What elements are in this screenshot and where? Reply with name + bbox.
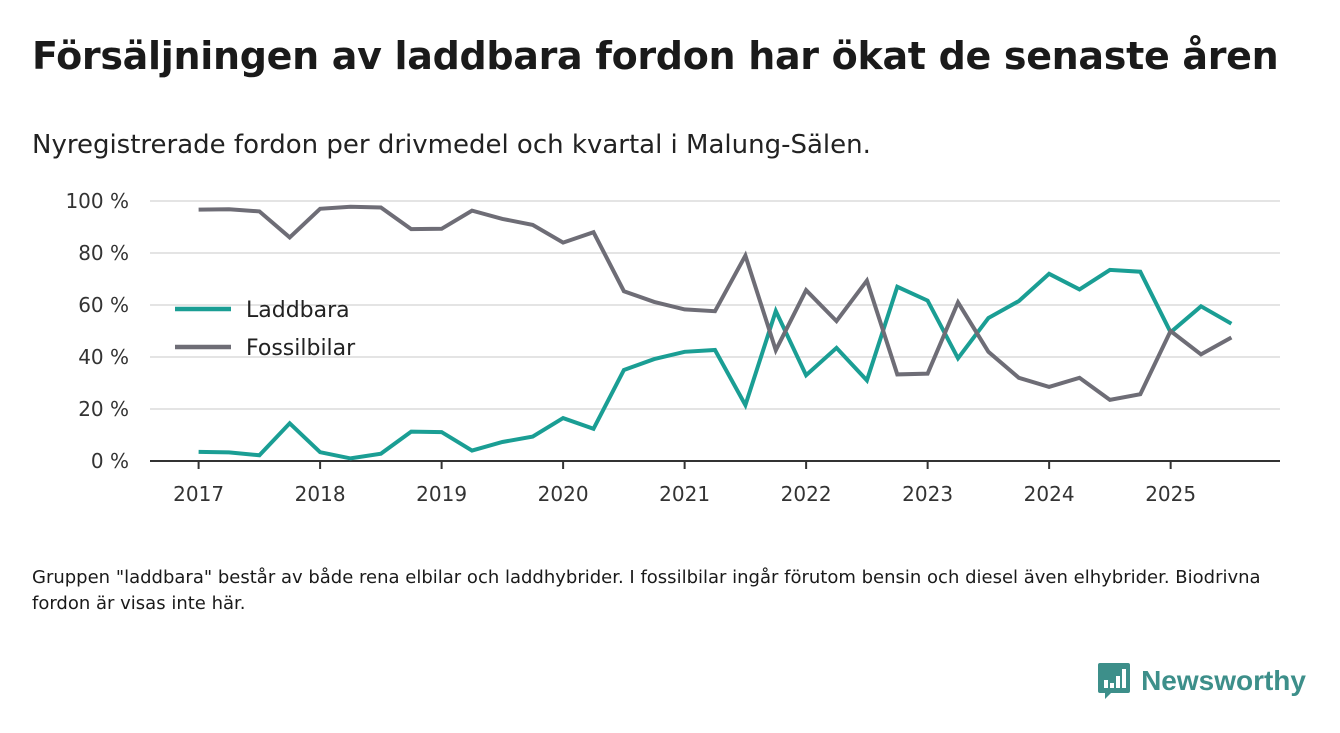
line-chart: 0 % 20 % 40 % 60 % 80 % 100 % 2017 2018 2019 2020…: [65, 189, 1280, 506]
y-tick-label: 100 %: [65, 189, 129, 213]
chart-title: Försäljningen av laddbara fordon har öka…: [32, 34, 1279, 78]
y-tick-label: 80 %: [78, 241, 129, 265]
x-tick-label: 2018: [295, 482, 346, 506]
x-tick-label: 2020: [538, 482, 589, 506]
x-tick-label: 2023: [902, 482, 953, 506]
brand-logo[interactable]: Newsworthy: [1097, 662, 1306, 700]
y-tick-label: 60 %: [78, 293, 129, 317]
y-tick-label: 20 %: [78, 397, 129, 421]
legend-label: Laddbara: [246, 298, 350, 323]
x-tick-label: 2024: [1024, 482, 1075, 506]
y-tick-label: 0 %: [91, 449, 129, 473]
y-tick-label: 40 %: [78, 345, 129, 369]
series-line-laddbara: [198, 267, 1233, 461]
footnote: Gruppen "laddbara" består av både rena e…: [32, 567, 1261, 614]
x-tick-label: 2025: [1145, 482, 1196, 506]
bar-chart-bubble-icon: [1098, 663, 1131, 699]
x-tick-label: 2019: [416, 482, 467, 506]
chart-subtitle: Nyregistrerade fordon per drivmedel och …: [32, 130, 871, 160]
brand-name: Newsworthy: [1141, 665, 1306, 696]
x-tick-label: 2017: [173, 482, 224, 506]
legend-label: Fossilbilar: [246, 336, 356, 361]
series-line-fossilbilar: [198, 204, 1233, 403]
x-tick-label: 2022: [781, 482, 832, 506]
x-tick-label: 2021: [659, 482, 710, 506]
